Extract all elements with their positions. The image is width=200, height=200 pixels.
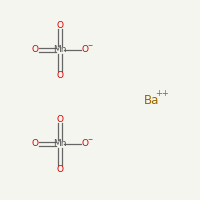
Text: O: O bbox=[57, 71, 64, 79]
Text: ++: ++ bbox=[155, 88, 169, 98]
Text: −: − bbox=[87, 136, 92, 142]
Text: −: − bbox=[87, 43, 92, 47]
Text: Mn: Mn bbox=[53, 46, 67, 54]
Text: O: O bbox=[57, 114, 64, 123]
Text: Mn: Mn bbox=[53, 140, 67, 148]
Text: O: O bbox=[81, 46, 88, 54]
Text: O: O bbox=[32, 140, 38, 148]
Text: O: O bbox=[57, 21, 64, 29]
Text: O: O bbox=[57, 164, 64, 173]
Text: O: O bbox=[81, 140, 88, 148]
Text: Ba: Ba bbox=[144, 94, 160, 106]
Text: O: O bbox=[32, 46, 38, 54]
